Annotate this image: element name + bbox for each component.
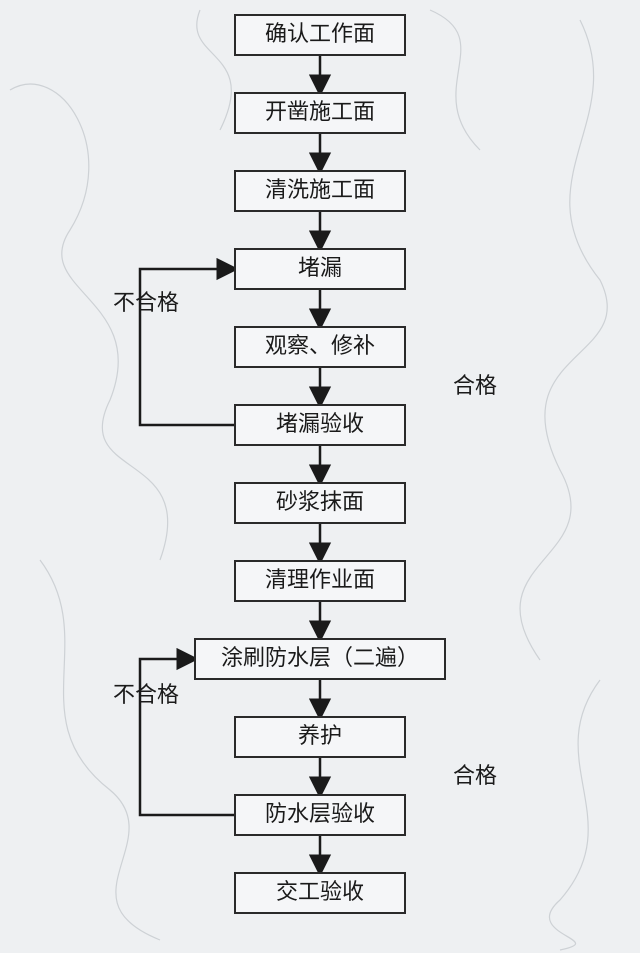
flow-node-label: 堵漏验收 [276,411,364,436]
flow-node-label: 观察、修补 [265,333,375,358]
flow-node-n9: 涂刷防水层（二遍） [195,639,445,679]
flow-node-label: 堵漏 [298,255,342,280]
noise-path [197,10,232,130]
flow-node-n7: 砂浆抹面 [235,483,405,523]
flow-node-n5: 观察、修补 [235,327,405,367]
flow-node-label: 涂刷防水层（二遍） [221,645,419,670]
flow-node-label: 开凿施工面 [265,99,375,124]
flow-node-label: 清洗施工面 [265,177,375,202]
flowchart-canvas: 确认工作面开凿施工面清洗施工面堵漏观察、修补堵漏验收砂浆抹面清理作业面涂刷防水层… [0,0,640,953]
noise-path [520,20,607,660]
flow-node-n3: 清洗施工面 [235,171,405,211]
flow-node-n4: 堵漏 [235,249,405,289]
noise-path [10,84,168,560]
pass-label: 合格 [453,373,497,398]
flow-node-label: 防水层验收 [265,801,375,826]
flow-node-n10: 养护 [235,717,405,757]
feedback-label: 不合格 [113,290,179,315]
noise-path [430,10,480,150]
flow-node-label: 清理作业面 [265,567,375,592]
noise-path [40,560,160,940]
noise-path [549,680,600,950]
flow-node-n8: 清理作业面 [235,561,405,601]
flow-node-n6: 堵漏验收 [235,405,405,445]
pass-label: 合格 [453,763,497,788]
feedback-label: 不合格 [113,682,179,707]
flow-node-n2: 开凿施工面 [235,93,405,133]
flow-node-label: 养护 [298,723,342,748]
flow-node-label: 确认工作面 [265,21,375,46]
flow-node-n1: 确认工作面 [235,15,405,55]
flow-node-label: 交工验收 [276,879,364,904]
flow-node-n12: 交工验收 [235,873,405,913]
flow-node-label: 砂浆抹面 [276,489,364,514]
flow-node-n11: 防水层验收 [235,795,405,835]
